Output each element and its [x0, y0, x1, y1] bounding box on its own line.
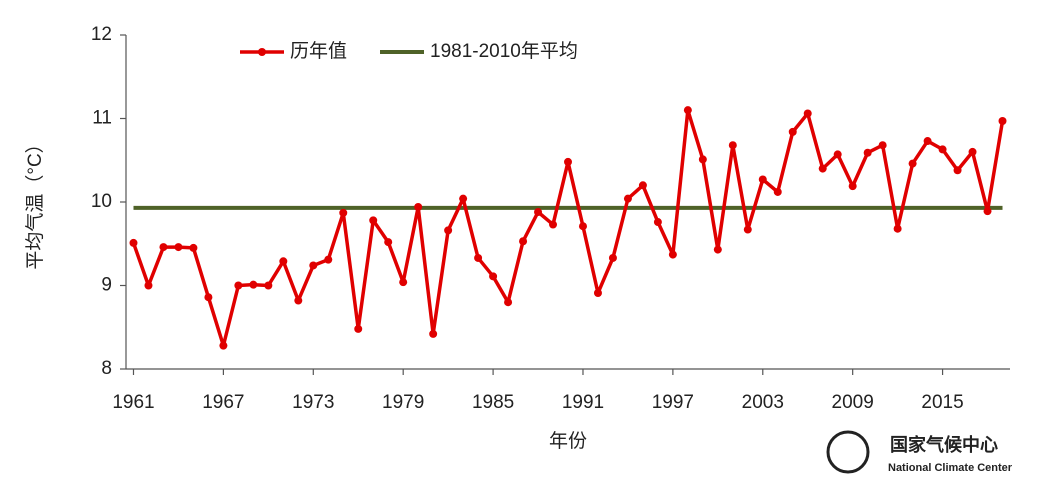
data-point: [968, 147, 977, 156]
data-point: [623, 194, 632, 203]
data-point: [519, 237, 528, 246]
data-point: [788, 127, 797, 136]
data-point: [953, 166, 962, 175]
data-point: [638, 181, 647, 190]
data-point: [504, 298, 513, 307]
data-point: [758, 175, 767, 184]
data-point: [399, 278, 408, 287]
y-tick-label: 8: [101, 358, 112, 379]
data-point: [174, 243, 183, 252]
y-axis-label: 平均气温（°C）: [24, 134, 46, 269]
data-point: [803, 109, 812, 118]
data-point: [324, 255, 333, 264]
x-tick-label: 2003: [742, 392, 784, 413]
x-tick-label: 1967: [202, 392, 244, 413]
data-point: [863, 148, 872, 157]
x-tick-label: 1985: [472, 392, 514, 413]
data-point: [429, 329, 438, 338]
logo-cn: 国家气候中心: [890, 434, 998, 455]
data-point: [818, 164, 827, 173]
data-point: [878, 141, 887, 150]
data-point: [534, 208, 543, 217]
y-tick-label: 9: [101, 275, 112, 296]
data-point: [848, 182, 857, 191]
x-tick-label: 1961: [112, 392, 154, 413]
data-point: [728, 141, 737, 150]
data-point: [309, 261, 318, 270]
y-tick-label: 11: [92, 108, 112, 129]
data-point: [264, 281, 273, 290]
data-point: [474, 253, 483, 262]
data-point: [369, 216, 378, 225]
data-point: [938, 145, 947, 154]
data-point: [833, 150, 842, 159]
data-point: [444, 226, 453, 235]
data-line: [131, 108, 1005, 348]
data-point: [204, 293, 213, 302]
data-point: [608, 253, 617, 262]
data-point: [459, 194, 468, 203]
data-point: [414, 203, 423, 212]
x-tick-label: 1979: [382, 392, 424, 413]
legend-label: 1981-2010年平均: [430, 40, 578, 62]
data-point: [908, 159, 917, 168]
x-tick-label: 1997: [652, 392, 694, 413]
legend-label: 历年值: [290, 40, 347, 62]
y-tick-label: 12: [91, 24, 112, 45]
data-point: [713, 245, 722, 254]
x-tick-label: 2009: [832, 392, 874, 413]
data-point: [219, 341, 228, 350]
data-point: [983, 207, 992, 216]
data-point: [354, 324, 363, 333]
x-tick-label: 1973: [292, 392, 334, 413]
y-tick-label: 10: [91, 191, 112, 212]
data-point: [339, 208, 348, 217]
x-axis-label: 年份: [549, 430, 587, 452]
logo: 国家气候中心 National Climate Center: [826, 430, 1013, 474]
data-point: [189, 243, 198, 252]
data-point: [998, 117, 1007, 126]
data-point: [773, 187, 782, 196]
data-point: [294, 296, 303, 305]
data-point: [159, 243, 168, 252]
data-point: [743, 225, 752, 234]
data-point: [683, 106, 692, 115]
logo-emblem: [826, 430, 870, 474]
data-point: [384, 238, 393, 247]
data-point: [129, 238, 138, 247]
x-tick-label: 2015: [921, 392, 963, 413]
data-point: [893, 224, 902, 233]
data-point: [653, 218, 662, 227]
data-point: [578, 222, 587, 231]
data-point: [549, 220, 558, 229]
data-point: [564, 157, 572, 166]
legend-marker: [258, 48, 266, 56]
data-point: [668, 250, 677, 259]
data-point: [234, 281, 243, 290]
data-point: [923, 137, 932, 146]
x-tick-label: 1991: [562, 392, 604, 413]
data-point: [593, 289, 602, 298]
data-point: [279, 257, 288, 266]
logo-en: National Climate Center: [888, 462, 1013, 474]
data-point: [698, 155, 707, 164]
data-point: [144, 281, 153, 290]
data-point: [489, 272, 498, 281]
data-point: [249, 280, 258, 289]
